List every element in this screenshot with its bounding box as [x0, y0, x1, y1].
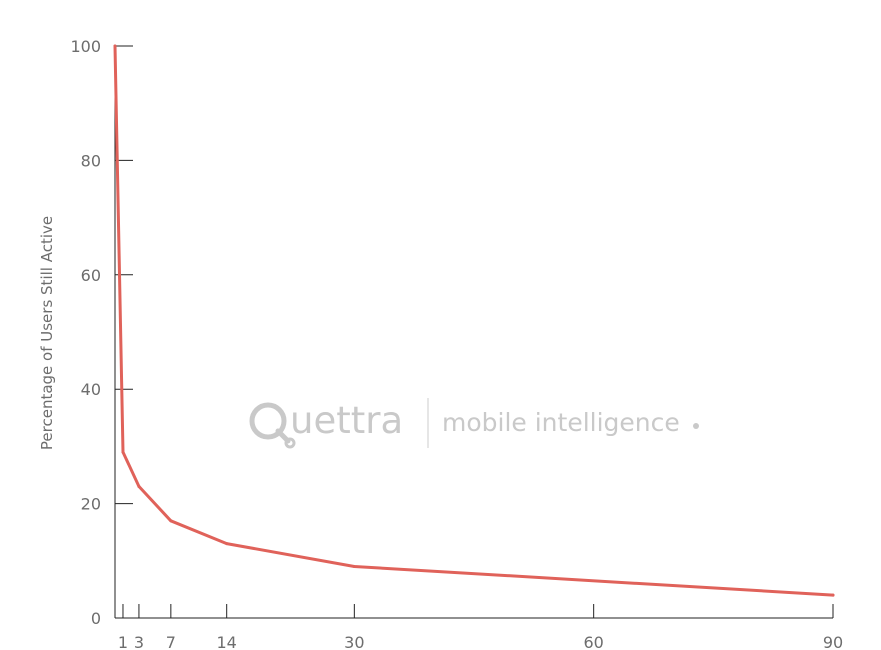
- x-tick-label: 14: [217, 633, 237, 650]
- y-axis-title: Percentage of Users Still Active: [38, 216, 56, 450]
- watermark: uettra mobile intelligence: [249, 398, 699, 449]
- data-point: [113, 44, 117, 48]
- series-line: [113, 44, 835, 597]
- watermark-tagline: mobile intelligence: [442, 408, 680, 437]
- x-tick-label: 1: [118, 633, 128, 650]
- x-tick-label: 30: [344, 633, 364, 650]
- data-point: [225, 542, 229, 546]
- data-point: [169, 519, 173, 523]
- axes: 0 20 40 60 80 100 1 3 7 14 30 60 90: [70, 37, 843, 650]
- y-tick-label: 0: [91, 609, 101, 628]
- x-tick-label: 90: [823, 633, 843, 650]
- watermark-brand: uettra: [290, 399, 403, 442]
- data-point: [121, 450, 125, 454]
- y-tick-label: 40: [81, 380, 101, 399]
- watermark-dot: [693, 423, 699, 429]
- series-layer: [113, 44, 835, 597]
- y-tick-label: 60: [81, 266, 101, 285]
- y-tick-label: 100: [70, 37, 101, 56]
- data-point: [831, 593, 835, 597]
- data-point: [137, 484, 141, 488]
- x-tick-label: 7: [166, 633, 176, 650]
- x-tick-label: 60: [583, 633, 603, 650]
- quettra-logo-icon: [249, 402, 296, 449]
- y-tick-label: 80: [81, 151, 101, 170]
- y-tick-label: 20: [81, 495, 101, 514]
- data-point: [352, 565, 356, 569]
- x-tick-label: 3: [134, 633, 144, 650]
